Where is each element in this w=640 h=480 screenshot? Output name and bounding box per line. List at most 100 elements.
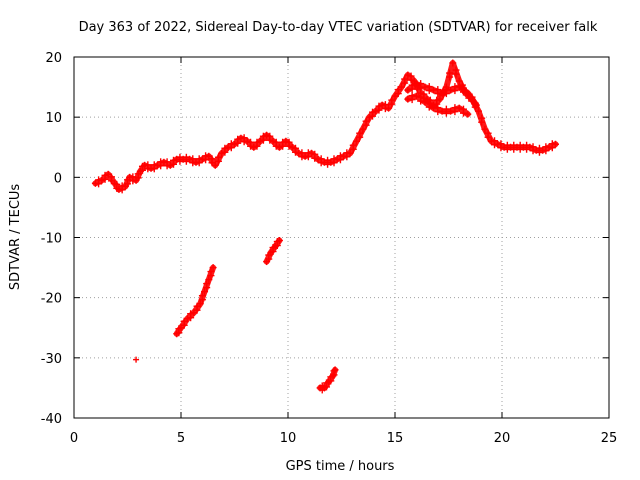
series-trace-main xyxy=(92,60,559,193)
data-point-marker xyxy=(434,86,442,94)
data-point-marker xyxy=(369,108,377,116)
x-tick-label: 15 xyxy=(387,431,404,446)
data-point-marker xyxy=(221,144,229,152)
data-point-marker xyxy=(397,83,405,91)
data-point-marker xyxy=(133,356,140,363)
y-tick-label: -20 xyxy=(41,292,62,307)
x-tick-label: 20 xyxy=(494,431,511,446)
data-point-marker xyxy=(266,132,274,140)
data-point-marker xyxy=(362,117,370,125)
data-point-marker xyxy=(349,141,357,149)
data-point-marker xyxy=(436,95,444,103)
data-point-marker xyxy=(346,149,354,157)
data-point-marker xyxy=(452,66,460,74)
data-point-marker xyxy=(183,315,191,323)
data-point-marker xyxy=(474,107,482,115)
data-point-marker xyxy=(552,140,559,148)
x-tick-label: 10 xyxy=(280,431,297,446)
data-point-marker xyxy=(285,138,293,146)
data-point-marker xyxy=(209,264,217,272)
data-point-marker xyxy=(101,171,109,179)
data-point-marker xyxy=(468,93,476,101)
data-point-marker xyxy=(408,81,416,89)
data-point-marker xyxy=(497,140,505,148)
data-point-marker xyxy=(247,138,255,146)
y-axis-label: SDTVAR / TECUs xyxy=(8,184,23,291)
data-point-marker xyxy=(412,92,420,100)
grid-lines xyxy=(74,57,609,418)
data-point-marker xyxy=(464,89,472,97)
y-tick-label: 10 xyxy=(45,111,62,126)
data-point-marker xyxy=(189,155,197,163)
data-point-marker xyxy=(214,153,222,161)
data-point-marker xyxy=(425,83,433,91)
data-point-marker xyxy=(298,149,306,157)
data-point-marker xyxy=(288,143,296,151)
data-point-marker xyxy=(446,69,454,77)
data-point-marker xyxy=(201,288,209,296)
data-point-marker xyxy=(240,134,248,142)
data-point-marker xyxy=(231,140,238,148)
x-tick-label: 5 xyxy=(177,431,185,446)
data-point-marker xyxy=(472,101,480,109)
y-tick-label: -30 xyxy=(41,352,62,367)
data-point-marker xyxy=(279,138,287,146)
data-point-marker xyxy=(113,180,121,188)
data-point-marker xyxy=(425,99,433,107)
data-point-marker xyxy=(464,110,472,118)
data-point-marker xyxy=(196,300,204,308)
data-point-marker xyxy=(144,161,152,169)
data-point-marker xyxy=(421,98,429,106)
data-point-marker xyxy=(207,268,215,276)
data-point-marker xyxy=(359,125,367,133)
data-point-marker xyxy=(417,93,425,101)
data-point-marker xyxy=(404,86,412,94)
data-point-marker xyxy=(163,158,171,166)
data-point-marker xyxy=(455,77,463,85)
y-tick-label: -40 xyxy=(41,412,62,427)
data-point-marker xyxy=(529,143,537,151)
data-point-marker xyxy=(385,104,393,112)
data-point-marker xyxy=(170,156,178,164)
data-point-marker xyxy=(243,137,251,145)
data-point-marker xyxy=(381,101,389,109)
x-tick-label: 25 xyxy=(601,431,618,446)
data-point-marker xyxy=(107,173,115,181)
data-point-marker xyxy=(203,280,211,288)
data-point-marker xyxy=(329,372,337,380)
data-point-marker xyxy=(401,75,409,83)
data-point-marker xyxy=(388,96,396,104)
data-point-marker xyxy=(256,137,264,145)
data-point-marker xyxy=(442,105,450,113)
data-point-marker xyxy=(455,104,463,112)
data-point-marker xyxy=(263,131,271,139)
data-point-marker xyxy=(253,138,261,146)
data-point-marker xyxy=(478,114,486,122)
data-point-marker xyxy=(198,292,206,300)
data-point-marker xyxy=(365,113,373,121)
data-point-marker xyxy=(330,367,338,375)
data-point-marker xyxy=(407,72,415,80)
data-point-marker xyxy=(218,149,226,157)
data-point-marker xyxy=(433,96,441,104)
data-point-marker xyxy=(331,366,339,374)
chart-title: Day 363 of 2022, Sidereal Day-to-day VTE… xyxy=(79,20,598,35)
data-point-marker xyxy=(459,84,467,92)
data-points xyxy=(91,59,559,394)
x-tick-label: 0 xyxy=(70,431,78,446)
data-point-marker xyxy=(459,105,467,113)
data-point-marker xyxy=(234,135,242,143)
data-point-marker xyxy=(484,129,492,137)
data-point-marker xyxy=(481,125,489,133)
data-point-marker xyxy=(275,143,283,151)
data-point-marker xyxy=(317,155,325,163)
data-point-marker xyxy=(491,137,499,145)
data-point-marker xyxy=(449,59,457,67)
data-point-marker xyxy=(259,132,267,140)
data-point-marker xyxy=(211,161,219,169)
data-point-marker xyxy=(372,107,380,115)
data-point-marker xyxy=(205,276,213,284)
data-point-marker xyxy=(375,102,383,110)
y-tick-label: -10 xyxy=(41,232,62,247)
